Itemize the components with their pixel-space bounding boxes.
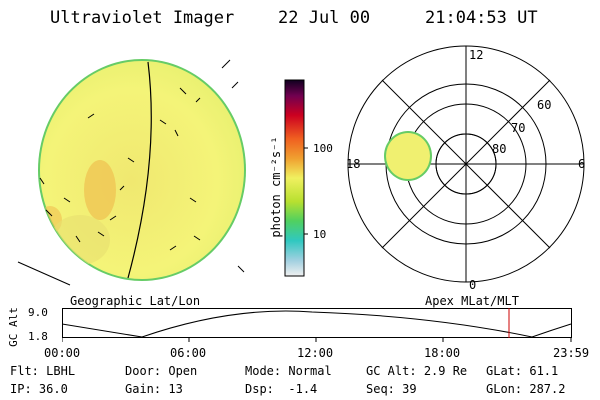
altitude-tick-min: 1.8 bbox=[28, 330, 48, 343]
time-tick-3: 18:00 bbox=[424, 346, 461, 360]
info-gc-alt: GC Alt: 2.9 Re bbox=[366, 364, 468, 378]
info-door: Door: Open bbox=[125, 364, 198, 378]
bright-patch bbox=[50, 215, 110, 265]
geographic-label: Geographic Lat/Lon bbox=[70, 294, 201, 308]
mlt-label-12: 12 bbox=[469, 48, 484, 62]
colorbar-tick-100: 100 bbox=[313, 142, 333, 155]
polar-image-patch bbox=[386, 133, 430, 179]
colorbar-tick-10: 10 bbox=[313, 228, 327, 241]
polar-plot bbox=[347, 45, 585, 283]
meridian-line bbox=[127, 61, 152, 279]
mlt-label-6: 6 bbox=[578, 157, 586, 171]
time-tick-1: 06:00 bbox=[170, 346, 207, 360]
colorbar-label: photon cm⁻²s⁻¹ bbox=[269, 136, 283, 238]
altitude-strip bbox=[62, 308, 572, 342]
colorbar-scale bbox=[284, 79, 305, 277]
altitude-frame bbox=[62, 308, 572, 338]
altitude-axis-label: GC Alt bbox=[7, 307, 20, 347]
time-tick-4: 23:59 bbox=[553, 346, 590, 360]
bright-patch bbox=[84, 160, 116, 220]
apex-label: Apex MLat/MLT bbox=[425, 294, 519, 308]
info-dsp: Dsp: -1.4 bbox=[245, 382, 318, 396]
info-gain: Gain: 13 bbox=[125, 382, 183, 396]
mlt-label-18: 18 bbox=[346, 157, 361, 171]
outer-grid-fragments bbox=[17, 59, 245, 286]
info-ip: IP: 36.0 bbox=[10, 382, 68, 396]
altitude-curve bbox=[62, 310, 572, 338]
info-glon: GLon: 287.2 bbox=[486, 382, 566, 396]
info-glat: GLat: 61.1 bbox=[486, 364, 559, 378]
time-tick-0: 00:00 bbox=[44, 346, 81, 360]
lat-label-60: 60 bbox=[537, 98, 552, 112]
info-mode: Mode: Normal bbox=[245, 364, 332, 378]
geographic-image-panel bbox=[17, 59, 246, 286]
time-tick-2: 12:00 bbox=[297, 346, 334, 360]
lat-label-80: 80 bbox=[492, 142, 507, 156]
mlt-label-0: 0 bbox=[469, 278, 477, 292]
image-time: 21:04:53 UT bbox=[425, 8, 538, 28]
info-flt: Flt: LBHL bbox=[10, 364, 76, 378]
info-seq: Seq: 39 bbox=[366, 382, 417, 396]
altitude-tick-max: 9.0 bbox=[28, 306, 48, 319]
image-title: Ultraviolet Imager bbox=[50, 8, 235, 28]
image-date: 22 Jul 00 bbox=[278, 8, 371, 28]
colorbar bbox=[284, 79, 308, 277]
lat-label-70: 70 bbox=[511, 121, 526, 135]
coastline-fragments bbox=[39, 87, 201, 251]
